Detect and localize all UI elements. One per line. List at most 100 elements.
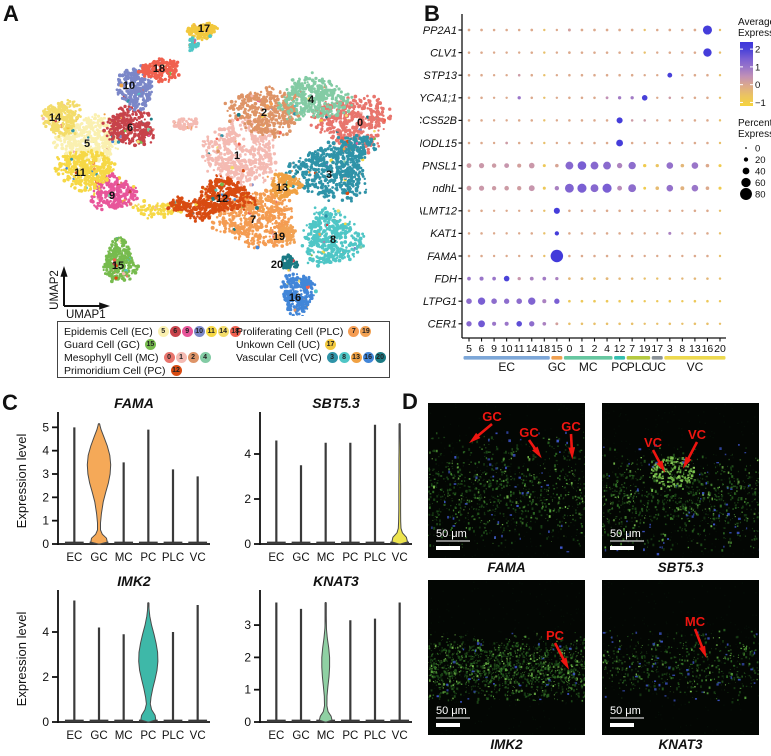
expression-dot xyxy=(693,73,697,77)
violin-category-label: PC xyxy=(342,552,358,564)
avg-expression-tick-label: 1 xyxy=(755,62,760,73)
expression-dot xyxy=(681,73,684,77)
violin-category-label: PLC xyxy=(162,730,184,742)
cluster-axis-label: 7 xyxy=(629,343,635,355)
expression-dot xyxy=(477,297,486,305)
violin-category-label: GC xyxy=(90,552,107,564)
expression-dot xyxy=(602,183,612,193)
expression-dot xyxy=(666,184,674,192)
expression-dot xyxy=(543,28,546,32)
umap-scatter-plot xyxy=(8,6,413,316)
expression-dot xyxy=(630,209,634,213)
percent-size-dot xyxy=(741,177,751,188)
expression-dot xyxy=(480,73,483,77)
violin-category-label: MC xyxy=(317,730,335,742)
gene-label: FDH xyxy=(434,273,457,285)
expression-dot xyxy=(530,141,534,145)
percent-size-label: 80 xyxy=(755,189,766,200)
expression-dot xyxy=(577,161,587,170)
expression-dot xyxy=(555,276,559,281)
expression-dot xyxy=(517,51,521,54)
percent-size-label: 0 xyxy=(755,143,760,154)
expression-dot xyxy=(667,72,673,78)
expression-dot xyxy=(643,51,646,54)
expression-dot xyxy=(693,254,697,258)
expression-dot xyxy=(681,119,684,122)
violin-category-label: VC xyxy=(190,730,206,742)
cluster-axis-label: 6 xyxy=(479,343,485,355)
scale-bar xyxy=(610,723,634,727)
expression-dot xyxy=(554,298,560,304)
fluorescence-image xyxy=(602,403,759,558)
expression-dot xyxy=(702,25,713,35)
expression-dot xyxy=(542,299,547,304)
cluster-axis-label: 2 xyxy=(592,343,598,355)
expression-dot xyxy=(467,73,471,77)
expression-dot xyxy=(480,28,483,32)
cluster-badge: 13 xyxy=(350,352,362,363)
scale-bar-label: 50 μm xyxy=(610,528,641,540)
expression-dot xyxy=(593,96,596,100)
gene-label: KAT1 xyxy=(430,228,457,240)
expression-dot xyxy=(630,299,634,303)
expression-dot xyxy=(565,161,574,170)
expression-dot xyxy=(542,321,547,326)
percent-size-dot xyxy=(742,167,750,175)
legend-column-right: Proliferating Cell (PLC) 7 19 Unkown Cell (… xyxy=(236,325,386,364)
scale-bar xyxy=(436,723,460,727)
expression-dot xyxy=(693,209,697,213)
cluster-badge: 9 xyxy=(181,326,193,337)
expression-dot xyxy=(517,163,522,168)
expression-dot xyxy=(706,119,709,122)
expression-dot xyxy=(593,209,596,213)
expression-dot xyxy=(567,28,571,32)
cluster-axis-label: 16 xyxy=(702,343,714,355)
expression-dot xyxy=(467,119,471,122)
expression-dot xyxy=(543,96,546,100)
expression-dot xyxy=(693,28,697,32)
expression-dot xyxy=(718,232,722,235)
expression-dot xyxy=(681,51,684,54)
expression-dot xyxy=(580,322,584,326)
expression-dot xyxy=(656,277,659,280)
avg-expression-legend-title2: Express xyxy=(738,28,771,39)
gene-label: FAMA xyxy=(427,251,457,263)
cluster-badge: 2 xyxy=(187,352,199,363)
violin-category-label: VC xyxy=(392,552,408,564)
expression-dot xyxy=(580,28,584,32)
cluster-axis-label: 20 xyxy=(714,343,726,355)
expression-dot xyxy=(517,73,521,77)
violin-category-label: GC xyxy=(292,730,309,742)
expression-dot xyxy=(643,186,647,190)
expression-dot xyxy=(616,117,623,124)
fluorescence-image xyxy=(428,403,585,558)
micrograph-caption-knat3: KNAT3 xyxy=(658,737,703,752)
violin-plot-knat3: KNAT3 0 1 2 3 EC GC MC PC PLC VC xyxy=(244,573,412,742)
expression-dot xyxy=(554,186,560,191)
expression-dot xyxy=(643,254,646,258)
gene-label: ALMT12 xyxy=(420,206,457,218)
expression-dot xyxy=(555,73,559,77)
expression-dot xyxy=(466,185,472,191)
expression-dot xyxy=(492,276,496,281)
violin-category-label: EC xyxy=(66,552,82,564)
expression-dot xyxy=(630,51,634,54)
group-color-bar xyxy=(651,356,663,360)
micrograph-imk2: PC 50 μm xyxy=(428,580,585,735)
group-label: UC xyxy=(649,360,667,374)
cluster-badge: 14 xyxy=(217,326,229,337)
expression-dot xyxy=(568,232,571,235)
expression-dot xyxy=(706,322,709,326)
group-label: PC xyxy=(611,360,628,374)
expression-dot xyxy=(550,249,564,263)
expression-dot xyxy=(467,141,471,145)
annotation-arrowhead xyxy=(682,456,692,469)
expression-dot xyxy=(503,298,510,304)
expression-dot xyxy=(492,141,496,145)
expression-dot xyxy=(530,254,534,258)
violin-category-label: PLC xyxy=(364,552,386,564)
gene-label: PP2A1 xyxy=(423,25,457,37)
expression-dot xyxy=(467,254,471,258)
violin-y-tick-label: 1 xyxy=(244,683,251,697)
expression-dot xyxy=(706,232,709,235)
